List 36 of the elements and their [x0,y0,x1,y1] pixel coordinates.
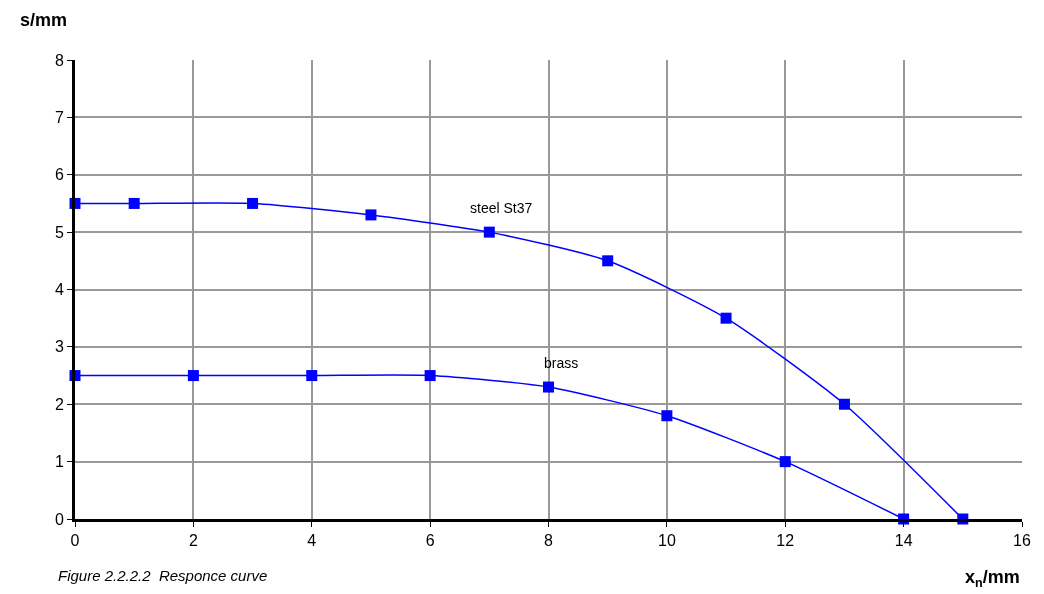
y-tick-label: 4 [54,281,64,299]
y-tick-label: 7 [54,108,64,126]
y-tick-label: 3 [54,338,64,356]
y-tick-label: 5 [54,223,64,241]
point [128,197,140,209]
caption: Figure 2.2.2.2 Responce curve [58,567,268,584]
x-tick-label: 12 [776,532,795,550]
point [483,226,495,238]
x-tick-label: 6 [425,532,435,550]
point [661,410,673,422]
point [838,398,850,410]
point [424,370,436,382]
x-tick-label: 0 [70,532,80,550]
point [779,456,791,468]
x-tick-label: 14 [894,532,913,550]
x-tick-label: 8 [544,532,554,550]
x-tick-label: 4 [307,532,317,550]
point [602,255,614,267]
y-axis-title: s/mm [20,10,68,30]
point [365,209,377,221]
x-tick-label: 2 [188,532,198,550]
point [247,197,259,209]
series-label: brass [544,355,579,371]
point [306,370,318,382]
point [187,370,199,382]
x-tick-label: 16 [1013,532,1031,550]
point [543,381,554,393]
y-tick-label: 1 [54,453,64,471]
x-axis-title: x$_{n}$/mm [965,567,1020,590]
series-label: steel St37 [470,200,533,216]
y-tick-label: 6 [54,166,64,184]
point [720,312,732,324]
x-tick-label: 10 [657,532,676,550]
y-tick-label: 0 [54,510,64,528]
y-tick-label: 2 [54,395,64,413]
y-tick-label: 8 [54,51,64,69]
